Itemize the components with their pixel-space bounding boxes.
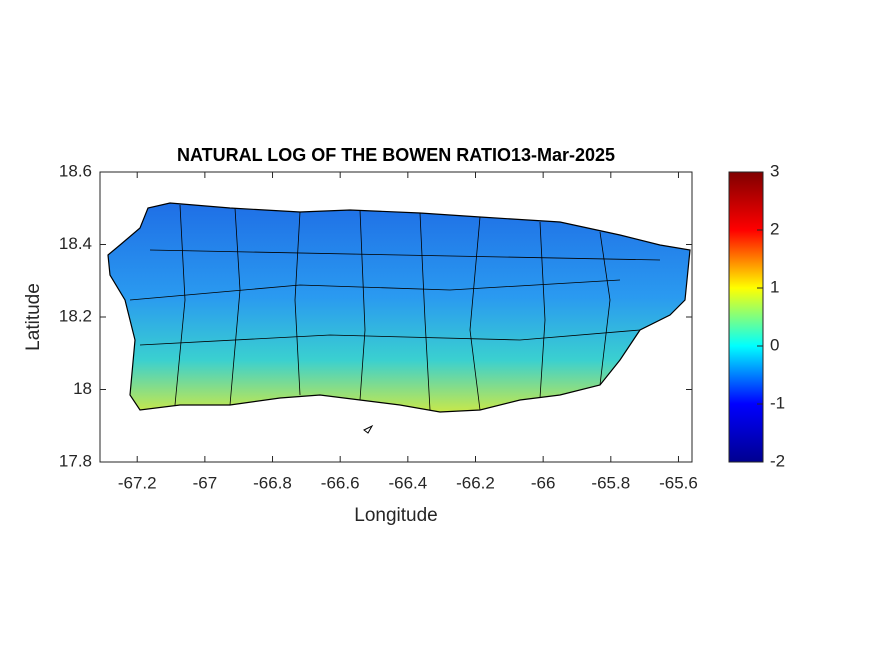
x-tick-label: -66.8 [253, 473, 292, 492]
municipal-borders [129, 204, 661, 411]
y-tick-label: 18.2 [59, 306, 92, 325]
colorbar-tick-label: 3 [770, 161, 779, 180]
x-tick-label: -66.4 [388, 473, 427, 492]
x-tick-label: -67 [193, 473, 218, 492]
island [107, 202, 691, 413]
colorbar [728, 171, 764, 463]
y-tick-label: 18.6 [59, 161, 92, 180]
x-tick-label: -67.2 [118, 473, 157, 492]
x-tick-label: -66 [531, 473, 556, 492]
y-tick-label: 17.8 [59, 451, 92, 470]
x-axis-label: Longitude [354, 505, 437, 526]
x-tick-label: -66.2 [456, 473, 495, 492]
x-tick-label: -65.8 [591, 473, 630, 492]
x-tick-label: -66.6 [321, 473, 360, 492]
colorbar-tick-label: -2 [770, 451, 785, 470]
y-tick-label: 18.4 [59, 234, 92, 253]
colorbar-tick-label: 0 [770, 335, 779, 354]
colorbar-tick-label: -1 [770, 393, 785, 412]
y-tick-label: 18 [73, 379, 92, 398]
y-axis-label: Latitude [23, 283, 44, 351]
colorbar-tick-label: 2 [770, 219, 779, 238]
chart-title: NATURAL LOG OF THE BOWEN RATIO13-Mar-202… [177, 145, 615, 165]
colorbar-tick-label: 1 [770, 277, 779, 296]
vieques-islet [363, 424, 374, 434]
x-tick-label: -65.6 [659, 473, 698, 492]
